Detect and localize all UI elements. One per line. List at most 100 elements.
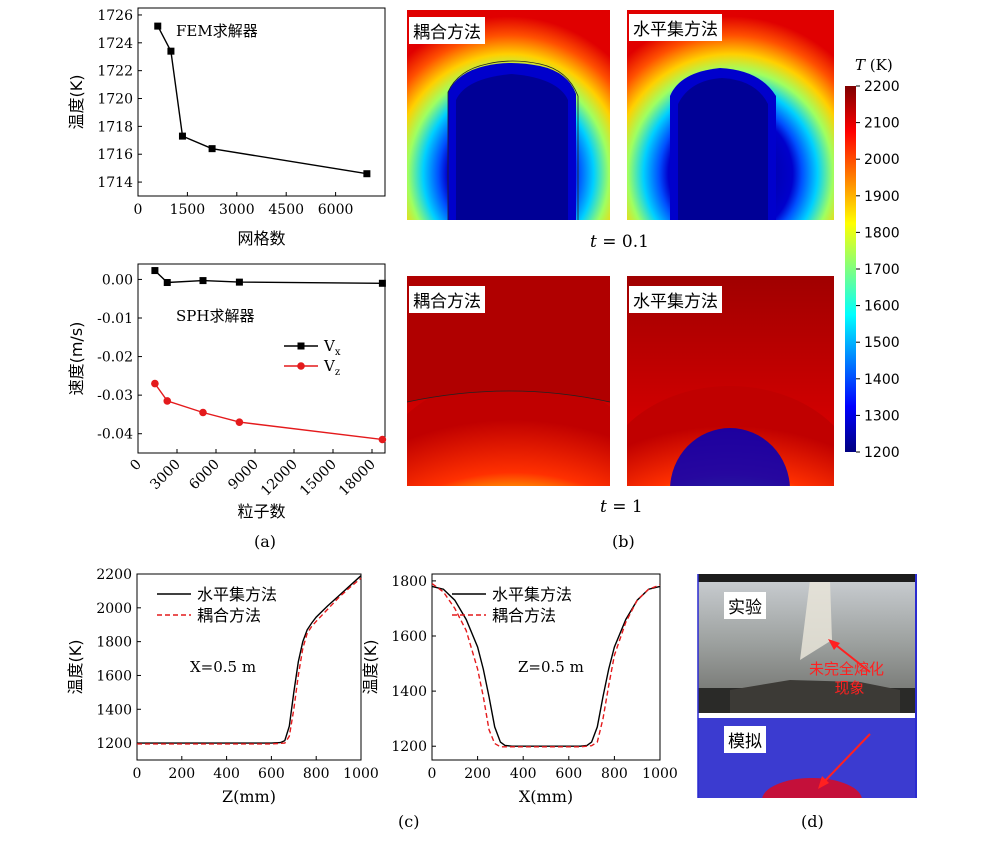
y-tick-label: 2000	[96, 601, 132, 617]
y-tick-label: 1200	[391, 739, 427, 755]
x-tick-label: 400	[510, 766, 537, 782]
contour-levelset-t1	[627, 276, 834, 486]
x-tick-label: 0	[133, 766, 142, 782]
data-point	[178, 132, 186, 140]
colorbar-ticks: 2200 2100 2000 1900 1800 1700 1600 1500 1400 1300…	[856, 79, 900, 461]
data-point	[378, 279, 386, 287]
plot-frame	[136, 573, 362, 761]
y-axis-label: 温度(K)	[67, 75, 86, 130]
x-axis-label: Z(mm)	[222, 787, 276, 806]
data-point	[167, 47, 175, 55]
x-tick-label: 600	[555, 766, 582, 782]
legend-label: Vz	[323, 357, 340, 378]
series-line-2	[431, 583, 661, 748]
legend-label: Vx	[323, 337, 341, 358]
chart-annotation: FEM求解器	[176, 22, 258, 40]
data-point	[363, 170, 371, 178]
y-tick-label: 1800	[96, 635, 132, 651]
colorbar-title: T (K)	[855, 56, 893, 74]
x-tick-label: 0	[428, 766, 437, 782]
x-tick-label: 9000	[225, 457, 262, 494]
x-tick-label: 4500	[268, 202, 304, 218]
y-tick-label: -0.01	[97, 311, 133, 327]
y-tick-label: 1720	[97, 92, 133, 108]
x-tick-label: 200	[464, 766, 491, 782]
colorbar-tick-label: 2000	[864, 152, 900, 168]
colorbar-tick-label: 2100	[864, 116, 900, 132]
label-levelset-t1: 水平集方法	[629, 286, 722, 313]
x-tick-label: 6000	[186, 457, 223, 494]
x-tick-label: 400	[213, 766, 240, 782]
data-point	[235, 278, 243, 286]
chart-c_right: 0 200 400 600 800 1000 1200 1400 1600 1800 X(mm) 温度…	[361, 573, 678, 806]
label-simulation: 模拟	[724, 726, 766, 753]
x-tick-label: 800	[303, 766, 330, 782]
y-tick-label: 1400	[96, 702, 132, 718]
data-point	[151, 379, 159, 388]
simulation-arrow	[818, 733, 871, 789]
colorbar-tick-label: 2200	[864, 79, 900, 95]
x-tick-label: 3000	[219, 202, 255, 218]
y-tick-label: -0.04	[97, 427, 133, 443]
data-point	[208, 145, 216, 153]
data-point	[163, 397, 172, 405]
contour-coupled-t1	[407, 276, 610, 486]
label-coupled-t01: 耦合方法	[409, 17, 485, 44]
x-tick-label: 15000	[297, 457, 340, 500]
y-tick-label: 1726	[97, 8, 133, 24]
y-tick-label: 1718	[97, 119, 133, 135]
annotation-line1: 未完全熔化	[809, 660, 885, 678]
x-tick-label: 12000	[258, 457, 301, 500]
data-point	[154, 22, 162, 30]
colorbar-tick-label: 1600	[864, 299, 900, 315]
y-tick-label: 1600	[391, 629, 427, 645]
annotation-incomplete-melting: 未完全熔化 现象	[809, 660, 884, 698]
x-axis-label: 网格数	[237, 229, 285, 248]
x-tick-label: 18000	[336, 457, 379, 500]
plot-frame	[137, 263, 386, 454]
label-coupled-t1: 耦合方法	[409, 286, 485, 313]
y-tick-label: 1716	[97, 147, 133, 163]
experiment-arrow	[828, 639, 871, 673]
colorbar-tick-label: 1900	[864, 189, 900, 205]
x-tick-label: 0	[134, 202, 143, 218]
caption-a: (a)	[254, 532, 277, 551]
series-line-2	[154, 383, 383, 441]
x-tick-label: 1000	[642, 766, 678, 782]
y-tick-label: 1722	[97, 64, 133, 80]
legend-label: 耦合方法	[197, 606, 261, 625]
colorbar-tick-label: 1700	[864, 262, 900, 278]
time-label-1: t = 1	[600, 497, 643, 517]
chart-c_left: 0 200 400 600 800 1000 1200 1400 1600 1800 2000 220…	[66, 567, 379, 806]
legend-marker	[297, 362, 305, 370]
data-point	[151, 267, 159, 275]
colorbar	[845, 86, 856, 452]
x-tick-label: 600	[258, 766, 285, 782]
x-tick-label: 800	[601, 766, 628, 782]
series-line-1	[154, 270, 383, 284]
label-experiment: 实验	[724, 592, 766, 619]
x-tick-label: 3000	[147, 457, 184, 494]
series-line-2	[137, 577, 362, 745]
legend-label: 耦合方法	[492, 606, 556, 625]
legend-label: 水平集方法	[197, 585, 277, 604]
chart-annotation: Z=0.5 m	[518, 658, 584, 676]
colorbar-tick-label: 1300	[864, 408, 900, 424]
annotation-line2: 现象	[834, 679, 865, 697]
chart-annotation: X=0.5 m	[190, 658, 256, 676]
x-axis-label: X(mm)	[519, 787, 573, 806]
chart-a_top: 0 1500 3000 4500 6000 1714 1716 1718 1720 1722 172…	[67, 7, 386, 248]
data-point	[199, 408, 207, 417]
y-axis-label: 速度(m/s)	[67, 322, 86, 396]
y-tick-label: 1400	[391, 684, 427, 700]
y-tick-label: 2200	[96, 567, 132, 583]
x-tick-label: 200	[168, 766, 195, 782]
x-tick-label: 0	[127, 457, 145, 475]
x-tick-label: 1000	[343, 766, 379, 782]
y-axis-label: 温度(K)	[361, 640, 380, 695]
caption-b: (b)	[612, 532, 635, 551]
data-point	[199, 277, 207, 285]
data-point	[163, 279, 171, 287]
